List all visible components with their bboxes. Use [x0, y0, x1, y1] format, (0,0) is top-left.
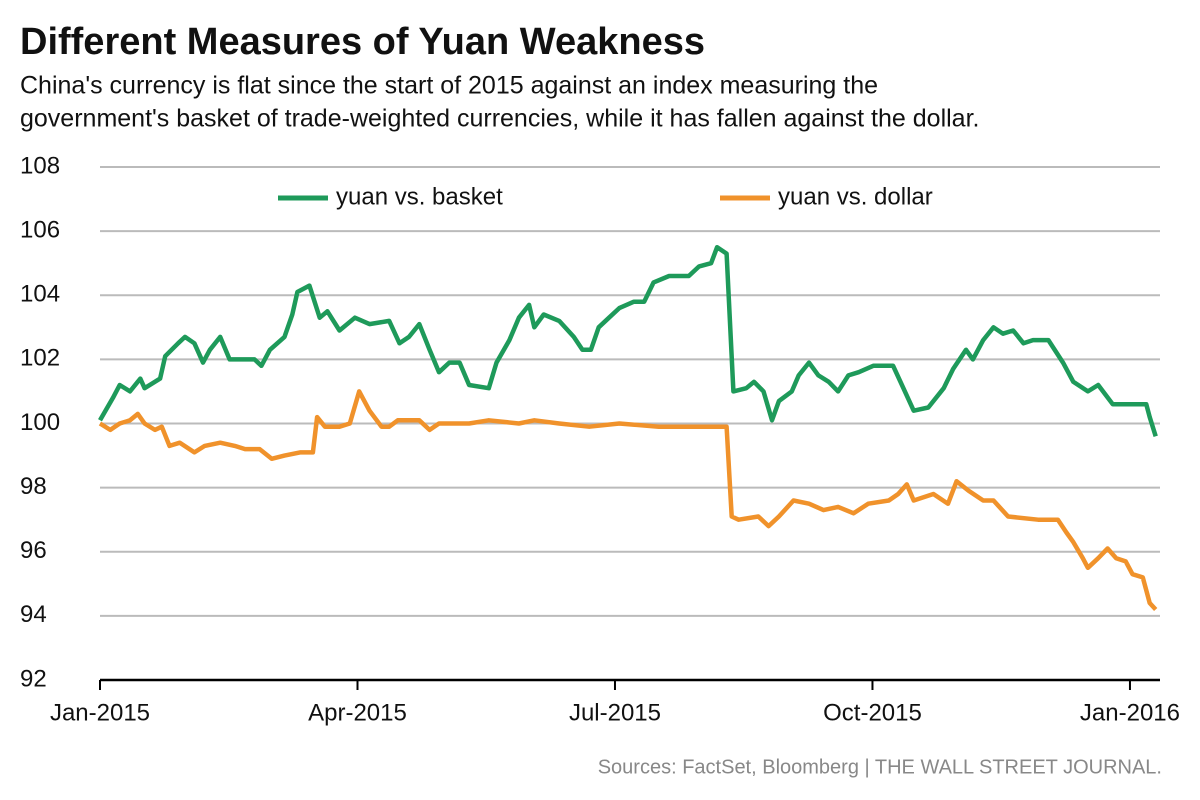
- chart-subtitle: government's basket of trade-weighted cu…: [20, 105, 979, 133]
- chart-title: Different Measures of Yuan Weakness: [20, 21, 705, 63]
- y-tick-label: 94: [20, 601, 47, 628]
- chart-subtitle: China's currency is flat since the start…: [20, 72, 878, 100]
- source-note: Sources: FactSet, Bloomberg | THE WALL S…: [598, 756, 1162, 778]
- series-line: [98, 389, 1158, 612]
- y-tick-label: 92: [20, 665, 47, 692]
- y-tick-label: 102: [20, 345, 60, 372]
- series-line: [98, 244, 1158, 437]
- legend-label: yuan vs. dollar: [778, 183, 933, 210]
- x-tick-label: Oct-2015: [823, 699, 922, 726]
- y-tick-label: 96: [20, 537, 47, 564]
- y-tick-label: 104: [20, 281, 60, 308]
- x-tick-label: Jan-2016: [1080, 699, 1180, 726]
- x-tick-label: Apr-2015: [308, 699, 407, 726]
- x-tick-label: Jan-2015: [50, 699, 150, 726]
- x-tick-label: Jul-2015: [569, 699, 661, 726]
- y-tick-label: 98: [20, 473, 47, 500]
- y-tick-label: 100: [20, 409, 60, 436]
- legend-label: yuan vs. basket: [336, 183, 503, 210]
- y-tick-label: 108: [20, 152, 60, 179]
- y-tick-label: 106: [20, 216, 60, 243]
